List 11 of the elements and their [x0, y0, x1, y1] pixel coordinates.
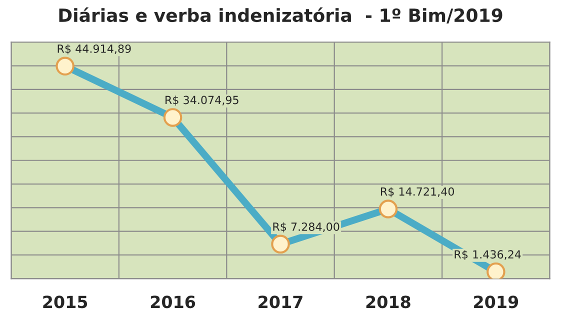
data-label: R$ 7.284,00 — [273, 222, 340, 232]
data-label: R$ 34.074,95 — [166, 96, 238, 106]
x-tick-label: 2017 — [258, 296, 302, 308]
x-tick-label: 2016 — [150, 296, 196, 308]
data-label: R$ 1.436,24 — [454, 250, 521, 260]
data-label: R$ 44.914,89 — [58, 44, 131, 54]
x-tick-label: 2015 — [43, 296, 88, 308]
chart-title: Diárias e verba indenizatória - 1º Bim/2019 — [59, 7, 502, 24]
x-tick-label: 2019 — [474, 296, 518, 308]
data-label: R$ 14.721,40 — [380, 187, 454, 198]
x-tick-label: 2018 — [366, 296, 410, 308]
